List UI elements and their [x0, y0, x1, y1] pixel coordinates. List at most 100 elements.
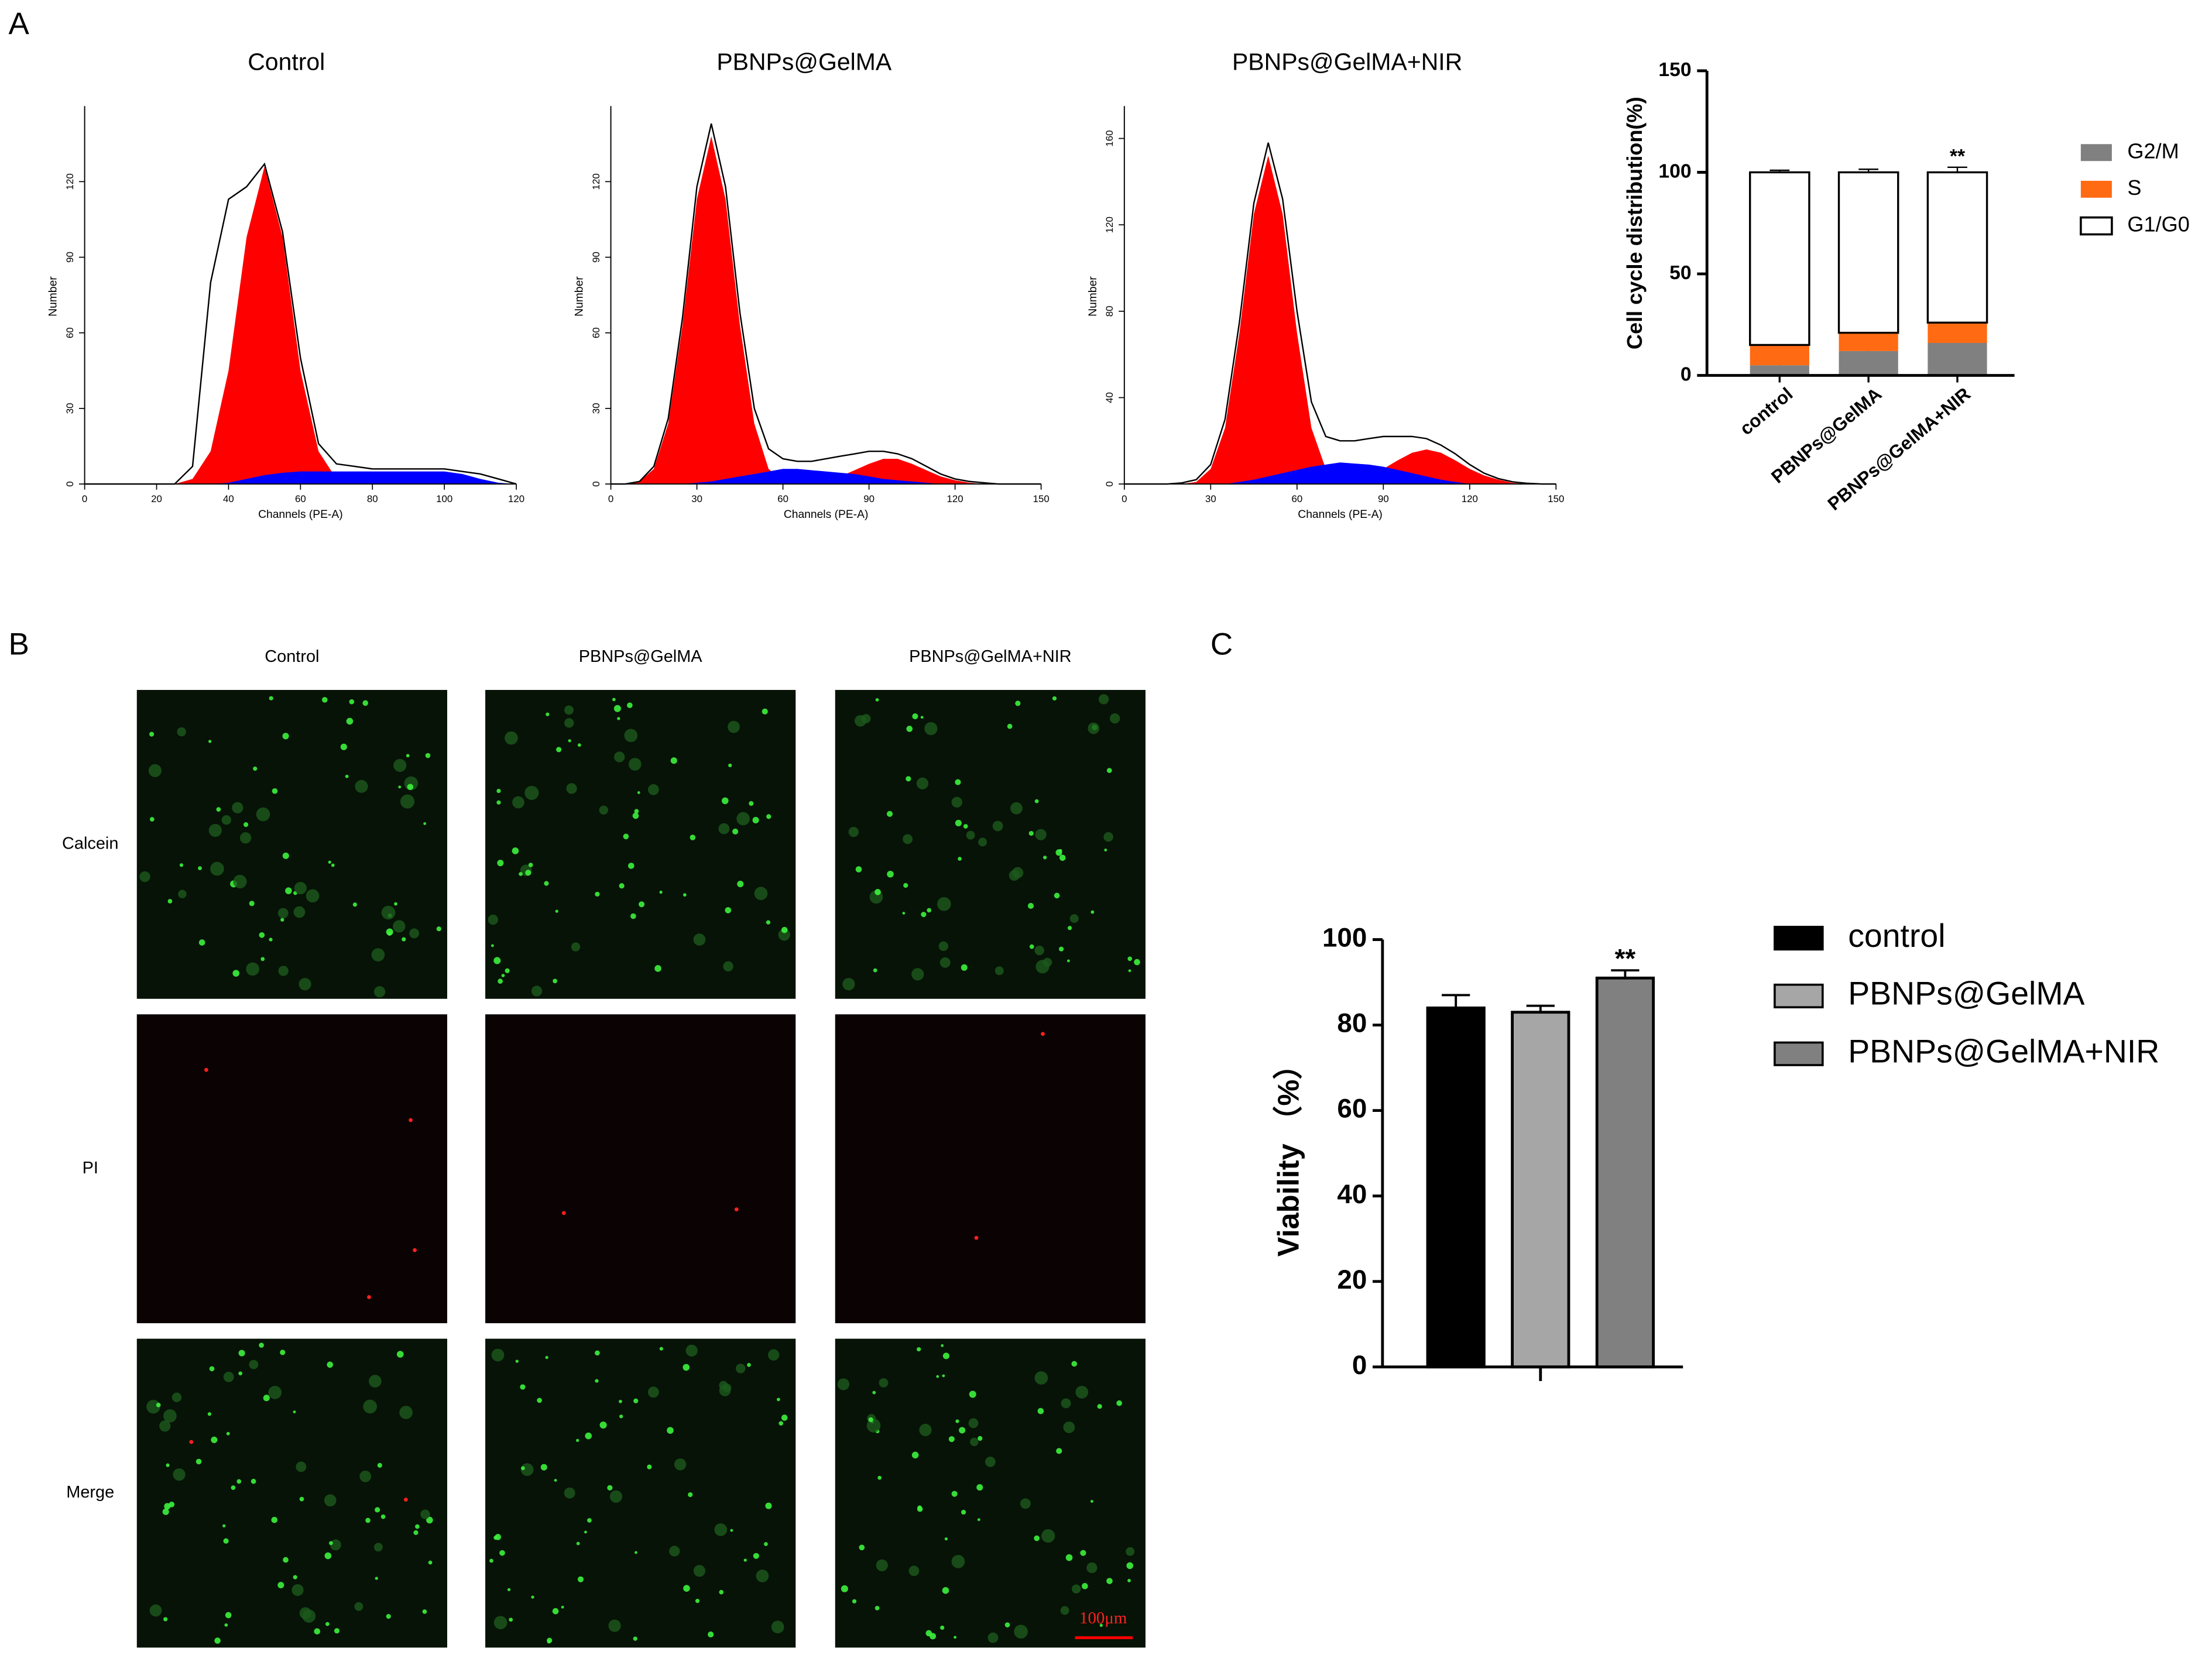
cell-dot [387, 931, 392, 936]
cell-dot [1034, 799, 1039, 803]
cell-dot [1034, 1371, 1048, 1385]
cell-dot [1014, 1625, 1028, 1639]
cell-dot [1069, 914, 1079, 923]
cell-dot [866, 1419, 881, 1433]
cell-dot [172, 1392, 182, 1403]
cell-dot [647, 1386, 659, 1398]
cell-dot [380, 1514, 386, 1519]
cell-dot [872, 1390, 876, 1395]
chart-title: PBNPs@GelMA [716, 49, 892, 75]
cell-dot [512, 796, 524, 809]
cell-dot [269, 696, 273, 700]
cell-dot [752, 816, 759, 823]
cell-dot [394, 902, 397, 906]
cell-dot [1056, 1448, 1062, 1454]
histogram-area [84, 166, 517, 485]
cell-dot [599, 805, 608, 815]
cell-dot [208, 740, 212, 743]
cell-dot [164, 1503, 171, 1510]
row-label: PI [83, 1159, 98, 1177]
y-tick-label: 80 [1104, 305, 1115, 317]
cell-dot [507, 1588, 511, 1592]
cell-dot [781, 1414, 788, 1421]
cell-dot [595, 1350, 600, 1356]
cell-dot [149, 732, 155, 737]
cell-dot [683, 1585, 690, 1592]
x-tick-label: 30 [1205, 493, 1216, 504]
cell-dot [493, 1616, 507, 1630]
cell-dot [937, 897, 951, 911]
cell-dot [954, 1636, 957, 1639]
panel-label: B [8, 627, 29, 661]
cell-dot [1098, 694, 1109, 705]
cell-dot [695, 1599, 700, 1603]
cell-dot [951, 796, 962, 808]
cell-dot [249, 1359, 259, 1369]
cell-dot [609, 1490, 623, 1503]
cell-dot [634, 809, 639, 814]
cell-dot [564, 1487, 575, 1499]
y-tick-label: 120 [591, 173, 602, 190]
cell-dot [659, 890, 663, 894]
bar-segment [1928, 322, 1987, 343]
cell-dot [778, 929, 790, 941]
cell-dot [587, 1518, 592, 1523]
cell-dot [331, 863, 335, 867]
cell-dot [963, 824, 968, 829]
cell-dot [1029, 944, 1034, 949]
cell-dot [747, 1363, 751, 1367]
cell-dot [1034, 1535, 1040, 1541]
y-tick-label: 120 [64, 173, 76, 190]
cell-dot [422, 1609, 427, 1614]
cell-dot [293, 906, 306, 918]
cell-dot [546, 712, 550, 716]
cell-dot [420, 1509, 430, 1519]
cell-dot [1099, 1623, 1103, 1627]
micrograph [136, 689, 447, 999]
cell-dot [585, 1432, 592, 1440]
bar-segment [1749, 171, 1810, 346]
cell-dot [156, 1403, 161, 1407]
cell-dot [540, 1464, 547, 1471]
bar [1426, 1006, 1486, 1369]
x-tick-label: 60 [295, 493, 306, 504]
cell-dot [428, 1560, 433, 1565]
cell-dot [568, 739, 571, 743]
cell-dot [340, 743, 347, 750]
cell-dot [764, 1542, 768, 1546]
cell-dot [944, 1537, 948, 1541]
cell-dot [488, 914, 498, 925]
cell-dot [911, 1451, 919, 1459]
histogram-area [611, 458, 1041, 485]
cell-dot [269, 937, 273, 942]
cell-dot [766, 814, 771, 819]
cell-dot [496, 788, 501, 794]
cell-dot [407, 784, 414, 791]
cell-dot [1106, 1578, 1113, 1584]
cell-dot [987, 1632, 999, 1643]
micrograph [835, 689, 1146, 999]
cell-dot [146, 1399, 160, 1414]
cell-dot [1067, 926, 1072, 930]
cell-dot [674, 1458, 687, 1471]
y-tick-label: 150 [1658, 59, 1691, 81]
cell-dot [659, 1347, 663, 1351]
dead-cell-dot [404, 1498, 408, 1502]
cell-dot [232, 802, 244, 813]
y-tick-label: 90 [591, 252, 602, 263]
cell-dot [1010, 802, 1023, 815]
cell-dot [941, 1344, 944, 1347]
cell-dot [985, 1457, 996, 1467]
cell-dot [259, 1342, 264, 1348]
cell-dot [233, 874, 247, 889]
cell-dot [498, 978, 503, 984]
cell-dot [415, 1524, 420, 1529]
cell-dot [296, 1461, 307, 1472]
cell-dot [693, 1565, 706, 1577]
cell-dot [495, 1534, 502, 1540]
cell-dot [917, 1505, 922, 1510]
x-tick-label: 120 [508, 493, 524, 504]
cell-dot [251, 1478, 256, 1484]
cell-dot [377, 1462, 382, 1468]
cell-dot [1043, 856, 1047, 860]
